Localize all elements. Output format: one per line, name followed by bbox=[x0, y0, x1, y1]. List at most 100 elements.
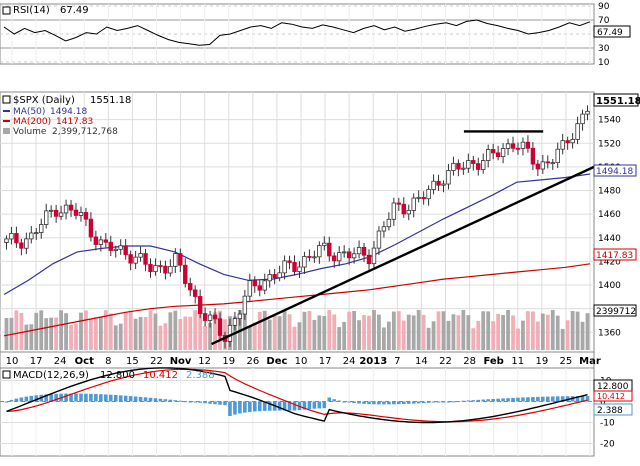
candle-body bbox=[53, 209, 59, 217]
candle-body bbox=[242, 295, 248, 315]
volume-bar bbox=[108, 313, 113, 350]
volume-bar bbox=[267, 319, 272, 350]
macd-histogram-bar bbox=[481, 399, 486, 402]
macd-histogram-bar bbox=[133, 396, 138, 402]
volume-bar bbox=[461, 310, 466, 350]
x-tick-label: 2013 bbox=[359, 356, 387, 367]
macd-histogram-bar bbox=[108, 394, 113, 402]
candle-body bbox=[247, 280, 253, 297]
volume-bar bbox=[386, 321, 391, 350]
candle-body bbox=[307, 256, 312, 258]
volume-bar bbox=[24, 324, 29, 350]
macd-histogram-bar bbox=[113, 395, 118, 402]
macd-histogram-bar bbox=[545, 396, 550, 402]
volume-bar bbox=[4, 318, 9, 350]
macd-histogram-bar bbox=[104, 394, 108, 402]
macd-histogram-bar bbox=[441, 401, 446, 403]
volume-bar bbox=[471, 328, 476, 350]
candle-body bbox=[317, 245, 322, 258]
volume-bar bbox=[585, 313, 590, 350]
volume-bar bbox=[481, 311, 486, 350]
x-tick-label: 17 bbox=[30, 356, 43, 367]
macd-legend-signal-value: 10.412 bbox=[143, 370, 178, 381]
macd-histogram-bar bbox=[64, 393, 68, 402]
candle-body bbox=[44, 210, 49, 225]
macd-histogram-bar bbox=[138, 396, 143, 402]
macd-histogram-bar bbox=[476, 399, 481, 402]
x-tick-label: Oct bbox=[75, 356, 94, 367]
macd-legend-label: MACD(12,26,9) bbox=[13, 370, 89, 381]
volume-bar bbox=[516, 328, 520, 350]
ma200-legend-value: 1417.83 bbox=[56, 117, 93, 127]
volume-bar bbox=[138, 316, 143, 350]
macd-histogram-bar bbox=[506, 398, 510, 402]
candle-body bbox=[476, 163, 481, 170]
volume-bar bbox=[550, 310, 555, 350]
volume-bar bbox=[128, 310, 133, 350]
macd-histogram-bar bbox=[372, 401, 376, 405]
macd-histogram-bar bbox=[446, 401, 451, 403]
macd-histogram-bar bbox=[218, 401, 222, 405]
volume-bar bbox=[540, 313, 545, 350]
close-badge: 1551.18 bbox=[593, 93, 640, 107]
volume-bar bbox=[530, 311, 535, 350]
macd-histogram-bar bbox=[277, 401, 282, 411]
volume-bar bbox=[565, 320, 570, 350]
rsi-legend-value: 67.49 bbox=[60, 5, 89, 16]
volume-bar bbox=[69, 324, 73, 350]
support-trendline bbox=[211, 165, 595, 346]
ma50-legend-value: 1494.18 bbox=[50, 107, 87, 117]
close-badge-text: 1551.18 bbox=[596, 96, 640, 107]
macd-histogram-bar bbox=[243, 401, 247, 413]
candle-body bbox=[396, 202, 402, 205]
rsi-legend-swatch bbox=[2, 6, 11, 15]
volume-bar bbox=[506, 310, 510, 350]
candle-body bbox=[73, 209, 79, 216]
volume-bar bbox=[357, 320, 361, 350]
price-legend: $SPX (Daily) 1551.18 MA(50) 1494.18 MA(2… bbox=[2, 95, 131, 137]
volume-bar bbox=[436, 311, 441, 350]
volume-bar bbox=[257, 311, 262, 350]
volume-bar bbox=[372, 310, 376, 350]
volume-bar bbox=[198, 313, 203, 350]
price-legend-swatch bbox=[2, 95, 11, 104]
volume-bar bbox=[54, 317, 59, 350]
macd-histogram-bar bbox=[466, 400, 471, 402]
volume-bar bbox=[242, 314, 247, 350]
macd-tick-label: -20 bbox=[600, 440, 615, 450]
macd-histogram-bar bbox=[406, 401, 411, 404]
macd-histogram-bar bbox=[585, 396, 590, 402]
volume-bar bbox=[84, 310, 88, 350]
volume-bar bbox=[64, 313, 68, 350]
candle-body bbox=[237, 313, 243, 320]
rsi-legend: RSI(14) 67.49 bbox=[2, 5, 89, 16]
x-tick-label: 19 bbox=[222, 356, 235, 367]
macd-histogram-bar bbox=[123, 395, 128, 402]
macd-histogram-bar bbox=[178, 400, 183, 402]
macd-histogram-bar bbox=[337, 400, 342, 402]
x-tick-label: 19 bbox=[535, 356, 548, 367]
macd-histogram-bar bbox=[248, 401, 252, 412]
candle-body bbox=[461, 167, 466, 170]
volume-bar bbox=[29, 324, 34, 350]
candle-body bbox=[386, 218, 392, 228]
macd-histogram-bar bbox=[401, 401, 406, 404]
volume-bar bbox=[456, 315, 461, 350]
macd-histogram-bar bbox=[4, 401, 9, 403]
candle-body bbox=[500, 148, 506, 158]
macd-histogram-bar bbox=[322, 401, 327, 409]
candle-body bbox=[416, 196, 421, 199]
x-tick-label: 24 bbox=[54, 356, 67, 367]
macd-histogram-bar bbox=[143, 397, 148, 402]
macd-legend-hist-value: 2.388 bbox=[186, 370, 215, 381]
macd-histogram-bar bbox=[575, 396, 580, 402]
hist-badge: 2.388 bbox=[593, 403, 633, 416]
volume-bar bbox=[44, 318, 49, 350]
signal-badge: 10.412 bbox=[593, 390, 633, 402]
macd-histogram-bar bbox=[416, 401, 421, 404]
x-tick-label: 8 bbox=[105, 356, 111, 367]
volume-bar bbox=[49, 317, 54, 350]
candle-body bbox=[466, 160, 471, 169]
